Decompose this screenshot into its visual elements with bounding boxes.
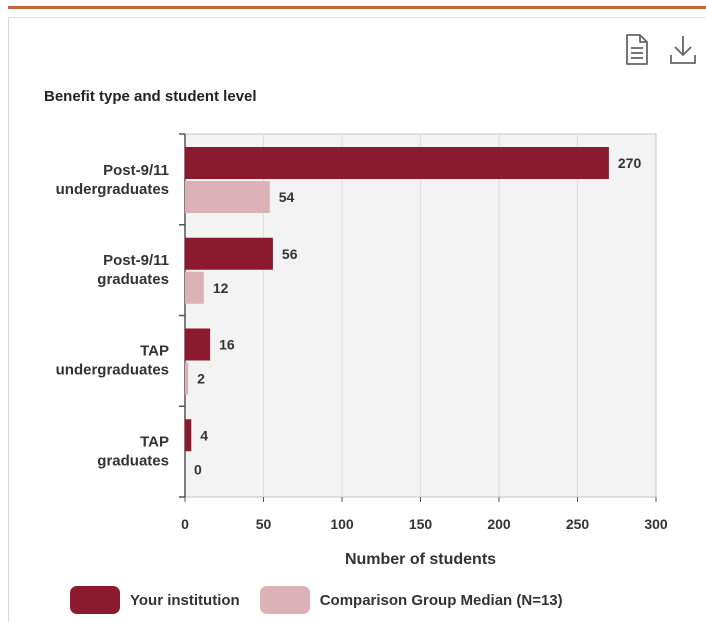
download-icon[interactable] (668, 33, 698, 67)
document-icon[interactable] (622, 33, 652, 67)
legend-swatch-your-institution (70, 586, 120, 614)
chart-title: Benefit type and student level (44, 88, 257, 105)
legend: Your institution Comparison Group Median… (70, 585, 583, 615)
legend-label-your-institution: Your institution (130, 591, 240, 609)
legend-item-comparison-group[interactable]: Comparison Group Median (N=13) (259, 586, 563, 614)
top-accent-rule (8, 6, 706, 9)
legend-swatch-comparison-group (259, 586, 310, 614)
legend-item-your-institution[interactable]: Your institution (70, 586, 240, 614)
legend-label-comparison-group: Comparison Group Median (N=13) (319, 591, 563, 609)
chart-panel (8, 17, 706, 622)
